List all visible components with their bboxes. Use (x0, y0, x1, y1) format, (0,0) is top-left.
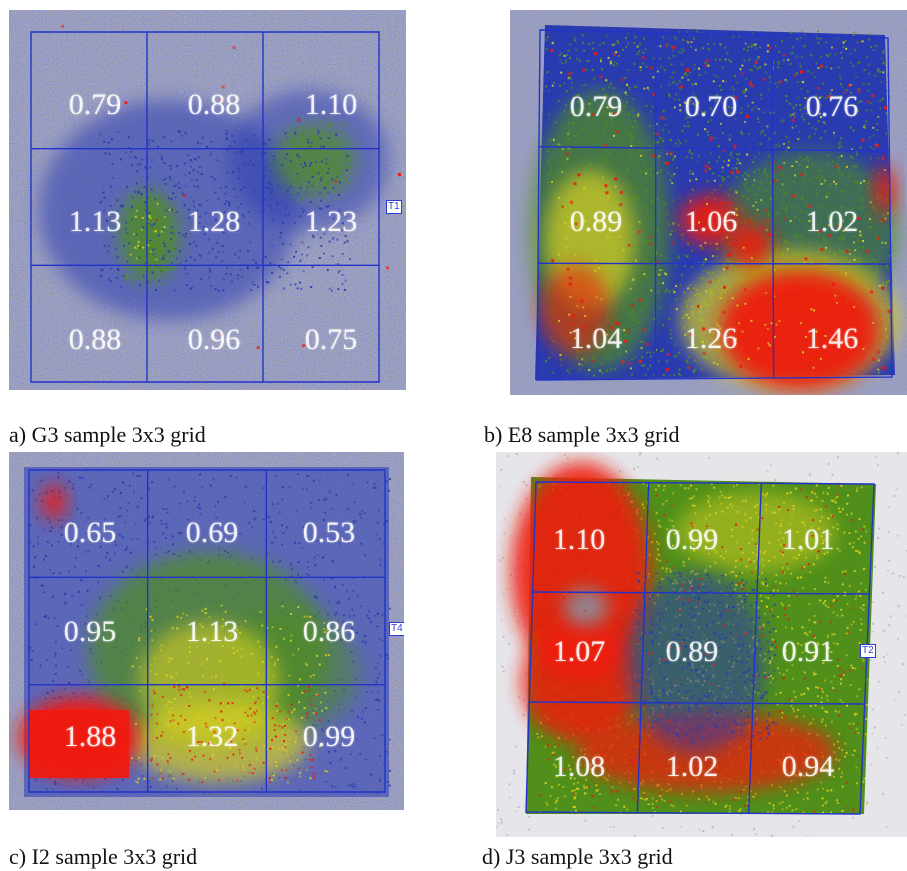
grid-marker-label: T2 (860, 644, 876, 658)
caption-g3: a) G3 sample 3x3 grid (9, 422, 206, 448)
cell-value: 1.23 (291, 207, 371, 237)
cell-value: 1.07 (539, 637, 619, 667)
cell-value: 0.53 (289, 518, 369, 548)
cell-value: 1.10 (291, 90, 371, 120)
caption-j3: d) J3 sample 3x3 grid (482, 844, 673, 870)
cell-value: 0.65 (50, 518, 130, 548)
cell-value: 0.70 (671, 92, 751, 122)
caption-i2: c) I2 sample 3x3 grid (9, 844, 197, 870)
cell-value: 1.13 (55, 207, 135, 237)
cell-value: 1.01 (768, 525, 848, 555)
cell-value: 1.04 (556, 324, 636, 354)
cell-value: 1.32 (172, 722, 252, 752)
cell-value: 1.13 (172, 617, 252, 647)
cell-value: 1.10 (539, 525, 619, 555)
caption-e8: b) E8 sample 3x3 grid (484, 422, 680, 448)
cell-value: 0.88 (55, 325, 135, 355)
cell-value: 1.02 (792, 207, 872, 237)
cell-value: 1.26 (671, 324, 751, 354)
heatmap-panel-i2: 0.65 0.69 0.53 0.95 1.13 0.86 1.88 1.32 … (9, 452, 404, 810)
cell-value: 1.02 (652, 752, 732, 782)
grid-marker-label: T4 (389, 622, 404, 636)
cell-value: 1.88 (50, 722, 130, 752)
cell-value: 0.96 (174, 325, 254, 355)
cell-value: 0.94 (768, 752, 848, 782)
cell-value: 0.88 (174, 90, 254, 120)
cell-value: 1.08 (539, 752, 619, 782)
cell-value: 0.79 (556, 92, 636, 122)
cell-value: 0.99 (652, 525, 732, 555)
cell-value: 0.95 (50, 617, 130, 647)
grid-marker-label: T1 (386, 200, 402, 214)
cell-value: 0.89 (652, 637, 732, 667)
heatmap-panel-j3: 1.10 0.99 1.01 1.07 0.89 0.91 1.08 1.02 … (496, 452, 907, 837)
cell-value: 0.99 (289, 722, 369, 752)
cell-value: 1.06 (671, 207, 751, 237)
cell-value: 1.46 (792, 324, 872, 354)
cell-value: 1.28 (174, 207, 254, 237)
cell-value: 0.79 (55, 90, 135, 120)
cell-value: 0.91 (768, 637, 848, 667)
cell-value: 0.76 (792, 92, 872, 122)
cell-value: 0.75 (291, 325, 371, 355)
cell-value: 0.86 (289, 617, 369, 647)
heatmap-panel-g3: 0.79 0.88 1.10 1.13 1.28 1.23 0.88 0.96 … (9, 10, 406, 390)
cell-value: 0.69 (172, 518, 252, 548)
cell-value: 0.89 (556, 207, 636, 237)
heatmap-panel-e8: 0.79 0.70 0.76 0.89 1.06 1.02 1.04 1.26 … (510, 10, 907, 395)
